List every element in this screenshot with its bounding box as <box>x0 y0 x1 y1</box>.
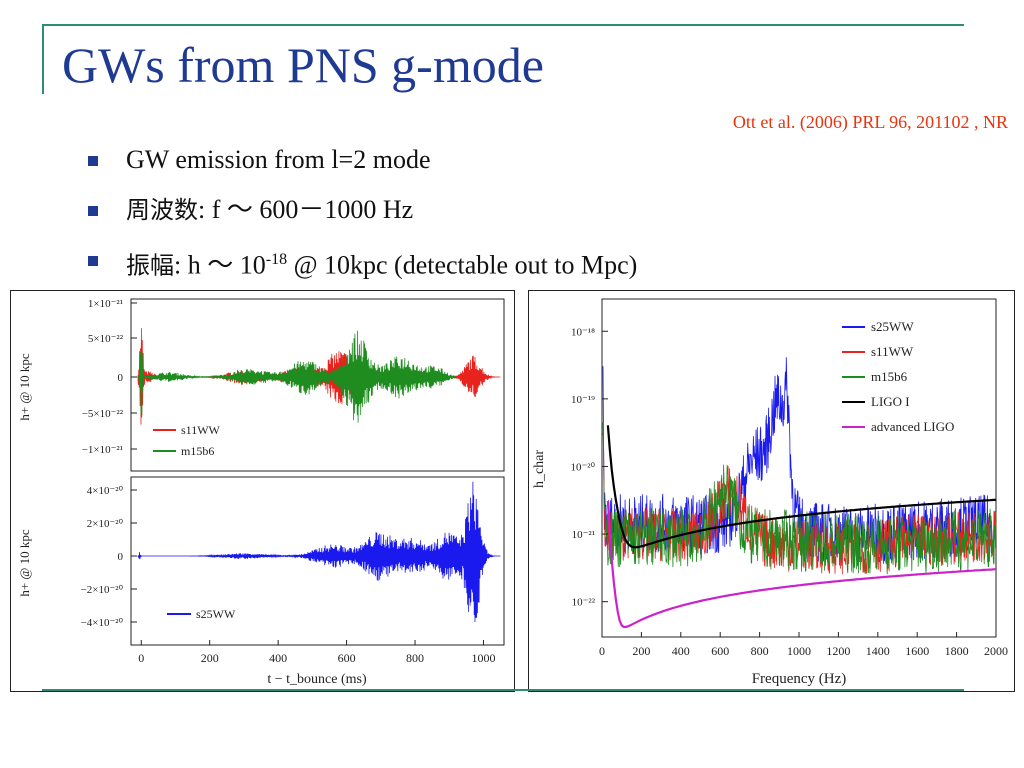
bullet-item: GW emission from l=2 mode <box>88 142 637 192</box>
bottom-accent-line <box>42 689 964 691</box>
y-tick-label: 1×10⁻²¹ <box>88 298 123 310</box>
legend-label: s11WW <box>181 423 221 437</box>
x-tick-label: 600 <box>338 651 356 665</box>
y-tick-label: 10⁻²¹ <box>572 529 595 541</box>
legend-label: advanced LIGO <box>871 419 954 434</box>
x-tick-label: 1200 <box>826 644 850 658</box>
bottom-legend: s25WW <box>167 607 236 621</box>
x-tick-label: 2000 <box>984 644 1008 658</box>
legend-label: m15b6 <box>871 369 908 384</box>
y-tick-label: 10⁻¹⁹ <box>571 394 595 406</box>
citation: Ott et al. (2006) PRL 96, 201102 , NR <box>732 112 1008 132</box>
y-tick-label: −4×10⁻²⁰ <box>81 617 124 629</box>
y-tick-label: 10⁻¹⁸ <box>571 326 595 338</box>
x-tick-label: 1000 <box>787 644 811 658</box>
bullet-square-icon <box>88 156 98 166</box>
x-tick-label: 1600 <box>905 644 929 658</box>
bullet-text: : h ～ 10 <box>174 250 266 280</box>
x-axis-label: Frequency (Hz) <box>752 671 847 687</box>
x-tick-label: 200 <box>201 651 219 665</box>
waveform-s25ww-line <box>137 481 501 623</box>
bullet-item: 振幅: h ～ 10-18 @ 10kpc (detectable out to… <box>88 242 637 292</box>
left-accent-line <box>42 24 44 94</box>
x-axis-label: t − t_bounce (ms) <box>267 672 367 687</box>
x-tick-label: 400 <box>672 644 690 658</box>
y-axis-label: h_char <box>532 450 547 488</box>
bullet-square-icon <box>88 206 98 216</box>
y-tick-label: 10⁻²⁰ <box>570 461 595 473</box>
legend-label: s11WW <box>871 344 914 359</box>
y-tick-label: −5×10⁻²² <box>82 408 124 420</box>
bullet-exponent: -18 <box>265 251 288 268</box>
x-tick-label: 400 <box>269 651 287 665</box>
spectrum-ligo-i-line <box>606 425 997 549</box>
legend-label: s25WW <box>196 607 236 621</box>
x-tick-label: 1800 <box>945 644 969 658</box>
top-plot-frame <box>130 298 505 472</box>
legend-label: LIGO I <box>871 394 910 409</box>
legend-label: m15b6 <box>181 444 214 458</box>
waveform-chart: 1×10⁻²¹ 5×10⁻²² 0 −5×10⁻²² −1×10⁻²¹ 4×10⁻²⁰ 2×… <box>17 298 505 687</box>
waveform-figure: 1×10⁻²¹ 5×10⁻²² 0 −5×10⁻²² −1×10⁻²¹ 4×10⁻²⁰ 2×… <box>10 290 515 692</box>
x-tick-label: 0 <box>599 644 605 658</box>
bottom-plot-frame <box>130 476 505 646</box>
waveform-m15b6-line <box>137 330 457 423</box>
x-tick-label: 1400 <box>866 644 890 658</box>
bottom-y-axis-label: h+ @ 10 kpc <box>17 529 32 597</box>
spectrum-figure: 10⁻¹⁸ 10⁻¹⁹ 10⁻²⁰ 10⁻²¹ 10⁻²² 0 200 400 600 800 10… <box>528 290 1015 692</box>
top-legend: s11WW m15b6 <box>153 423 221 458</box>
bullet-text: @ 10kpc (detectable out to Mpc) <box>287 250 638 280</box>
x-tick-label: 600 <box>711 644 729 658</box>
bullet-list: GW emission from l=2 mode 周波数: f ～ 600－1… <box>88 142 637 292</box>
x-tick-label: 1000 <box>471 651 495 665</box>
spectrum-advanced-ligo-line <box>606 500 997 629</box>
top-y-axis-label: h+ @ 10 kpc <box>17 353 32 421</box>
spectrum-legend: s25WW s11WW m15b6 LIGO I advanced LIGO <box>842 319 954 434</box>
y-tick-label: −2×10⁻²⁰ <box>81 584 124 596</box>
y-tick-label: 0 <box>118 551 124 563</box>
y-tick-label: 0 <box>118 372 124 384</box>
bullet-label: 振幅 <box>126 251 174 280</box>
y-tick-label: 2×10⁻²⁰ <box>87 518 124 530</box>
legend-label: s25WW <box>871 319 914 334</box>
bullet-text: GW emission from l=2 mode <box>126 145 431 174</box>
y-tick-label: 4×10⁻²⁰ <box>87 485 124 497</box>
y-tick-label: 10⁻²² <box>572 597 596 609</box>
bullet-label: 周波数 <box>126 196 198 224</box>
spectrum-m15b6-line <box>602 422 997 575</box>
bullet-text: : f ～ 600－1000 Hz <box>198 195 414 224</box>
y-tick-label: −1×10⁻²¹ <box>82 444 123 456</box>
top-accent-line <box>42 24 964 26</box>
x-tick-label: 800 <box>751 644 769 658</box>
x-tick-label: 800 <box>406 651 424 665</box>
slide-title: GWs from PNS g-mode <box>62 37 544 93</box>
y-tick-label: 5×10⁻²² <box>88 333 124 345</box>
spectrum-chart: 10⁻¹⁸ 10⁻¹⁹ 10⁻²⁰ 10⁻²¹ 10⁻²² 0 200 400 600 800 10… <box>532 298 1008 687</box>
x-tick-label: 0 <box>138 651 144 665</box>
bullet-item: 周波数: f ～ 600－1000 Hz <box>88 192 637 242</box>
bullet-square-icon <box>88 256 98 266</box>
x-tick-label: 200 <box>632 644 650 658</box>
